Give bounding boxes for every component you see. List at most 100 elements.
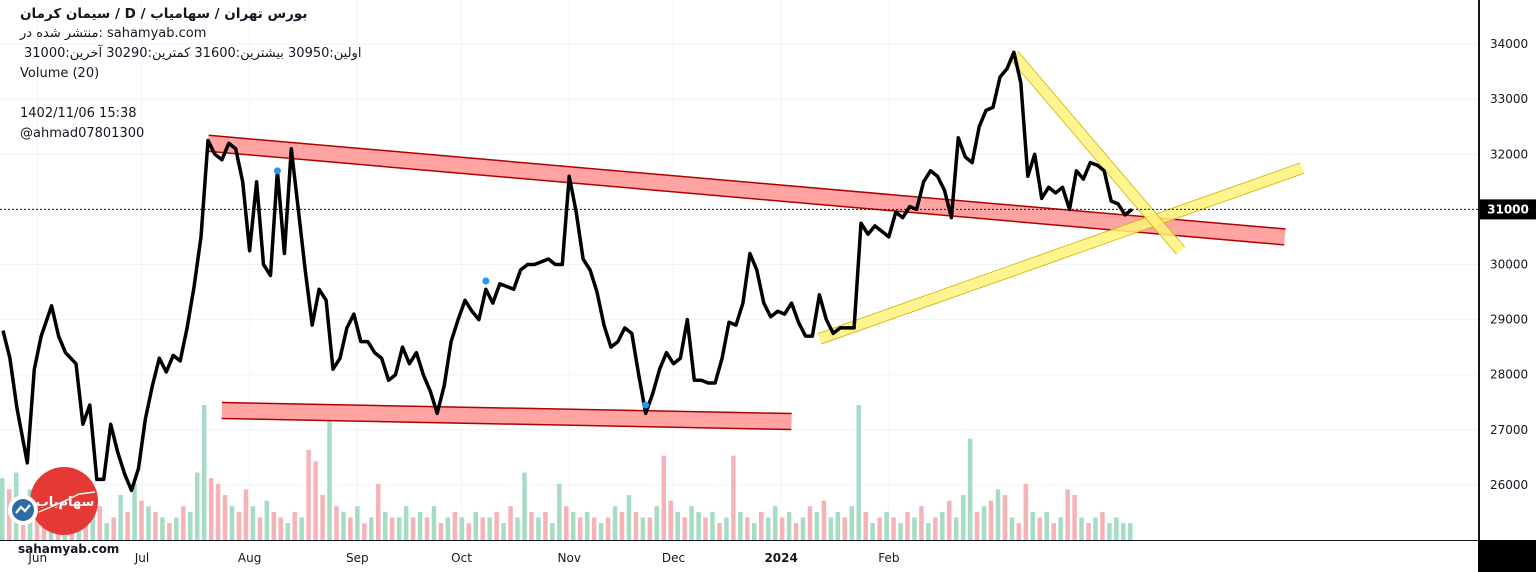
volume-bar: [1093, 517, 1098, 540]
volume-bar: [640, 517, 646, 540]
volume-bar: [362, 523, 367, 540]
volume-bar: [1072, 495, 1077, 540]
volume-bar: [626, 495, 632, 540]
channel-edge: [1017, 51, 1186, 248]
volume-bar: [675, 511, 680, 540]
price-axis-border: [1478, 0, 1480, 572]
svg-text:سهام‌یاب: سهام‌یاب: [36, 495, 95, 510]
volume-bar: [452, 511, 458, 540]
volume-bar: [320, 495, 325, 540]
last-price-label: 31000: [1480, 199, 1536, 220]
volume-bar: [598, 523, 604, 540]
grid: [0, 0, 1478, 540]
volume-bar: [800, 517, 806, 540]
volume-bar: [612, 506, 618, 540]
channel-band: [817, 162, 1305, 345]
volume-bar: [1044, 511, 1049, 540]
volume-bar: [111, 517, 116, 540]
volume-bar: [1100, 511, 1105, 540]
channel-band: [1009, 51, 1185, 255]
volume-bar: [97, 506, 102, 540]
volume-bar: [229, 506, 235, 540]
price-axis[interactable]: 34000 33000 32000 31000 30000 29000 28000 27000…: [1490, 37, 1528, 492]
volume-bar: [828, 517, 834, 540]
volume-bar: [933, 517, 938, 540]
time-axis[interactable]: Jun Jul Aug Sep Oct Nov Dec 2024 Feb: [27, 551, 899, 565]
volume-bar: [473, 511, 478, 540]
volume-bar: [236, 511, 242, 540]
price-line-series: [1, 50, 1134, 493]
volume-bar: [765, 517, 771, 540]
volume-bar: [898, 523, 903, 540]
x-tick-label: Jun: [27, 551, 47, 565]
y-tick-label: 26000: [1490, 478, 1528, 492]
x-tick-label: Aug: [238, 551, 261, 565]
volume-bar: [389, 517, 395, 540]
volume-bar: [222, 495, 228, 540]
y-tick-label: 29000: [1490, 313, 1528, 327]
sahamyab-logo: سهام‌یاب: [8, 467, 98, 535]
y-tick-label: 32000: [1490, 147, 1528, 161]
volume-bar: [257, 517, 263, 540]
volume-bar: [779, 517, 785, 540]
x-tick-label: Dec: [662, 551, 685, 565]
volume-bar: [188, 511, 193, 540]
markers: [273, 167, 650, 409]
volume-bar: [438, 523, 444, 540]
volume-bar: [605, 517, 611, 540]
volume-bar: [445, 517, 451, 540]
volume-bar: [174, 517, 179, 540]
channel-band: [207, 135, 1286, 245]
volume-bar: [793, 523, 799, 540]
volume-bar: [953, 517, 959, 540]
volume-bar: [1051, 523, 1056, 540]
volume-bar: [738, 511, 743, 540]
volume-bar: [104, 523, 109, 540]
volume-bar: [369, 517, 374, 540]
volume-bar: [668, 500, 673, 540]
volume-bar: [382, 511, 388, 540]
volume-bar: [1009, 517, 1015, 540]
trendline-channels[interactable]: [207, 51, 1305, 431]
y-tick-label: 27000: [1490, 423, 1528, 437]
volume-bar: [543, 511, 548, 540]
y-tick-label: 30000: [1490, 257, 1528, 271]
volume-indicator-label[interactable]: Volume (20): [20, 66, 100, 81]
volume-bar: [814, 511, 820, 540]
volume-bar: [424, 517, 430, 540]
volume-bar: [90, 511, 96, 540]
x-tick-label: Feb: [878, 551, 899, 565]
volume-bar: [194, 472, 200, 540]
x-tick-label: Oct: [451, 551, 472, 565]
x-tick-label: 2024: [764, 551, 797, 565]
volume-bar: [299, 517, 304, 540]
channel-band: [221, 402, 792, 430]
volume-bar: [745, 517, 750, 540]
volume-bar: [306, 450, 311, 540]
volume-bar: [0, 478, 5, 540]
volume-bar: [661, 455, 667, 540]
channel-edge: [208, 134, 1286, 230]
volume-bar: [905, 511, 910, 540]
signal-marker-dot: [642, 401, 650, 409]
volume-bar: [327, 416, 332, 540]
volume-bar: [891, 517, 896, 540]
chart-title: سیمان کرمان / D / بورس تهران / سهامیاب: [20, 6, 308, 22]
volume-bar: [285, 523, 290, 540]
volume-bar: [1065, 489, 1070, 540]
volume-bar: [912, 517, 917, 540]
channel-edge: [221, 417, 792, 431]
volume-bar: [125, 511, 130, 540]
volume-bar: [1086, 523, 1091, 540]
volume-bar: [758, 511, 764, 540]
x-tick-label: Jul: [134, 551, 149, 565]
volume-bar: [647, 517, 653, 540]
volume-bar: [570, 511, 576, 540]
volume-bar: [584, 511, 590, 540]
ohlc-values: اولین:30950 بیشترین:31600 کمترین:30290 آ…: [24, 46, 362, 61]
volume-bar: [146, 506, 151, 540]
volume-bar: [821, 500, 827, 540]
signal-marker-dot: [273, 167, 281, 175]
channel-edge: [207, 150, 1285, 246]
